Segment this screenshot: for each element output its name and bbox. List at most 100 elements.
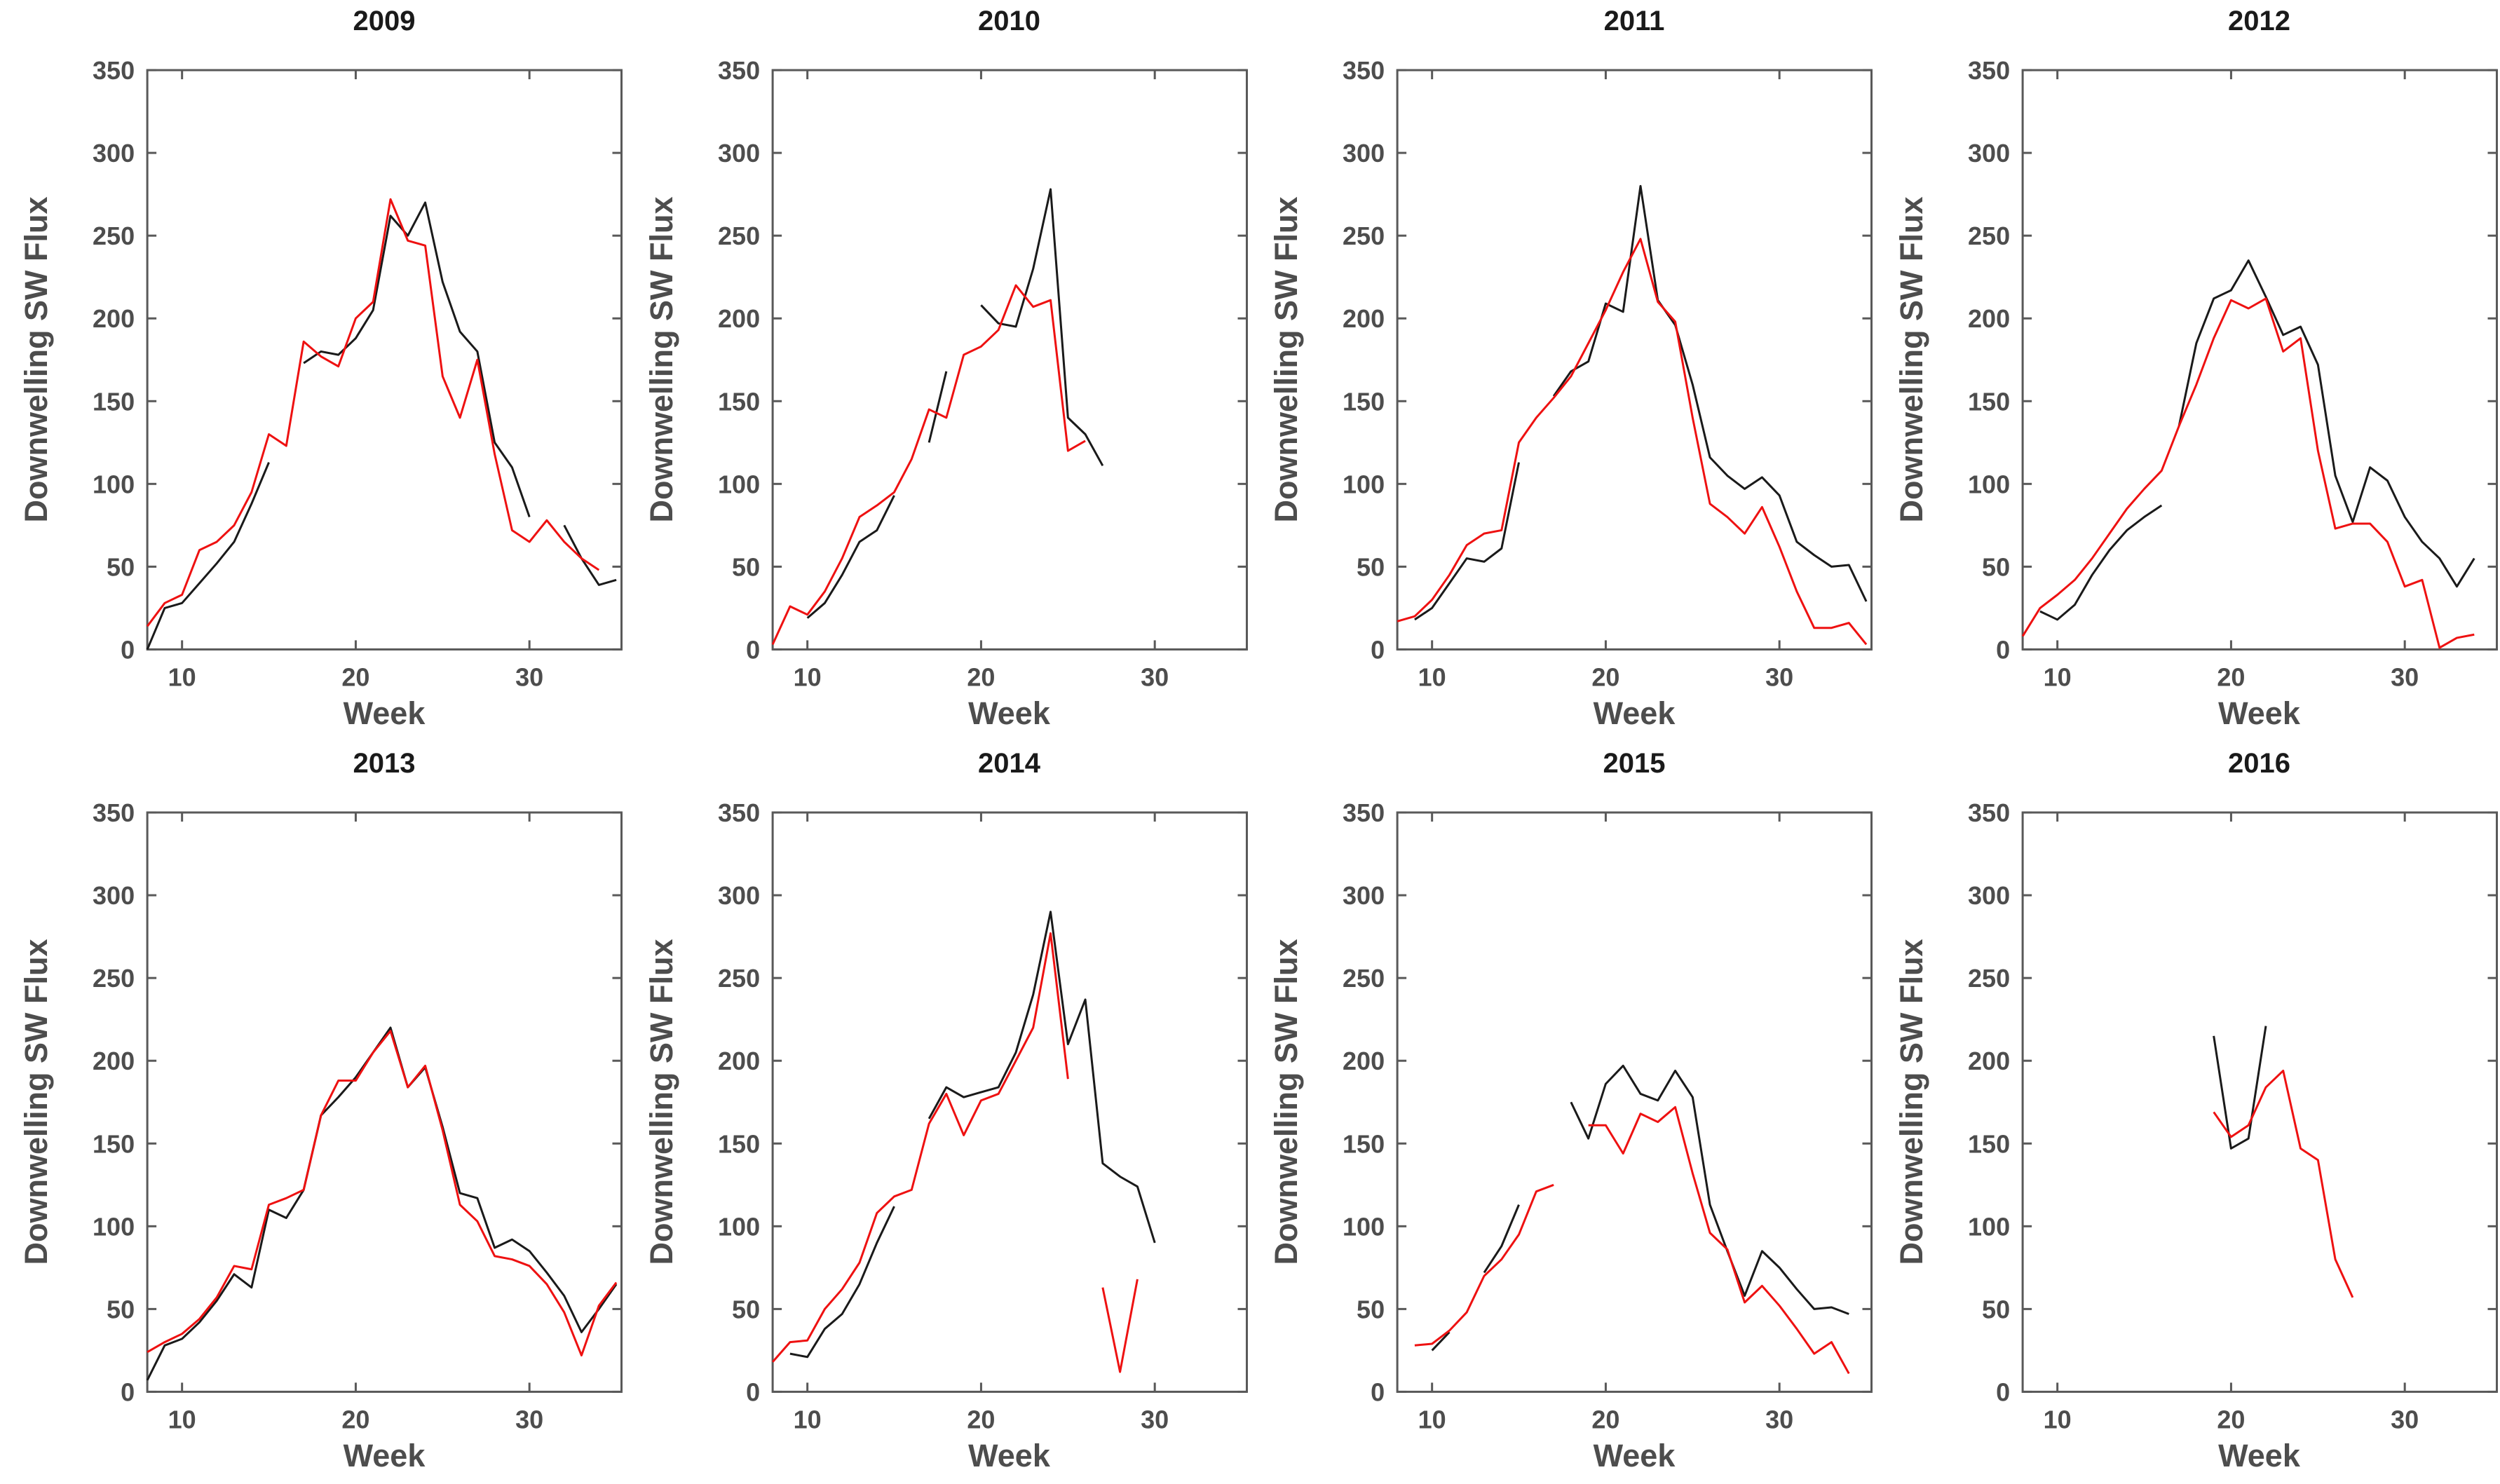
subplot-2009: 2009 Downwelling SW Flux 10 20 30 0 50 100 150… — [0, 0, 625, 742]
y-tick-label: 150 — [1343, 387, 1385, 416]
x-axis-label: Week — [2218, 695, 2300, 731]
x-tick-label: 10 — [1418, 1405, 1446, 1434]
y-tick-label: 250 — [93, 964, 135, 993]
x-tick-label: 20 — [967, 1405, 995, 1434]
chart-title: 2010 — [978, 6, 1040, 36]
axes-frame — [146, 69, 623, 651]
series-red-line — [146, 198, 600, 627]
y-tick-label: 350 — [718, 798, 760, 827]
y-tick-label: 350 — [1968, 798, 2010, 827]
x-tick-label: 10 — [168, 662, 196, 691]
series-black-line — [2039, 504, 2162, 621]
axes-frame — [771, 69, 1248, 651]
y-tick-label: 200 — [93, 304, 135, 333]
y-tick-label: 350 — [1968, 56, 2010, 85]
x-tick-label: 30 — [1765, 1405, 1793, 1434]
y-tick-label: 300 — [718, 139, 760, 168]
series-black-line — [563, 524, 617, 586]
y-tick-label: 250 — [1968, 964, 2010, 993]
axes-frame — [1396, 69, 1873, 651]
series-black-line — [789, 1205, 895, 1358]
y-tick-label: 150 — [718, 387, 760, 416]
x-tick-label: 10 — [1418, 662, 1446, 691]
y-tick-label: 150 — [1968, 1129, 2010, 1158]
y-tick-label: 0 — [1996, 635, 2010, 664]
series-black-line — [1552, 184, 1868, 602]
y-tick-label: 0 — [746, 635, 760, 664]
series-black-line — [1570, 1064, 1849, 1315]
x-tick-label: 20 — [2217, 662, 2245, 691]
y-tick-label: 0 — [1996, 1377, 2010, 1406]
chart-title: 2016 — [2228, 747, 2290, 779]
series-red-line — [1101, 1279, 1139, 1373]
y-tick-label: 50 — [107, 1295, 135, 1323]
axes-frame — [2021, 69, 2498, 651]
chart-title: 2015 — [1603, 747, 1666, 779]
y-tick-label: 250 — [1343, 964, 1385, 993]
y-tick-label: 300 — [93, 139, 135, 168]
chart-title: 2014 — [978, 747, 1040, 779]
y-tick-label: 300 — [1968, 139, 2010, 168]
y-tick-label: 100 — [1968, 470, 2010, 498]
series-black-line — [928, 910, 1156, 1243]
y-tick-label: 150 — [1343, 1129, 1385, 1158]
y-tick-label: 100 — [93, 1212, 135, 1241]
x-tick-label: 10 — [793, 662, 821, 691]
y-tick-label: 200 — [718, 1047, 760, 1075]
y-tick-label: 200 — [93, 1047, 135, 1075]
y-tick-label: 0 — [121, 1377, 135, 1406]
series-red-line — [2021, 297, 2475, 649]
subplot-2015: 2015 Downwelling SW Flux 10 20 30 0 50 100 150… — [1250, 742, 1875, 1484]
y-tick-label: 50 — [107, 552, 135, 581]
axes-frame — [1396, 811, 1873, 1393]
y-tick-label: 300 — [1343, 881, 1385, 910]
y-tick-label: 350 — [1343, 798, 1385, 827]
x-axis-label: Week — [343, 695, 426, 731]
axes-frame — [771, 811, 1248, 1393]
axes-frame — [146, 811, 623, 1393]
y-tick-label: 150 — [93, 1129, 135, 1158]
y-tick-label: 50 — [1982, 1295, 2010, 1323]
y-tick-label: 350 — [718, 56, 760, 85]
x-tick-label: 10 — [793, 1405, 821, 1434]
x-tick-label: 20 — [341, 662, 369, 691]
y-tick-label: 50 — [1357, 1295, 1385, 1323]
series-red-line — [771, 284, 1086, 645]
x-tick-label: 30 — [1141, 1405, 1169, 1434]
y-tick-label: 350 — [93, 56, 135, 85]
y-tick-label: 0 — [1371, 1377, 1385, 1406]
y-tick-label: 150 — [93, 387, 135, 416]
y-tick-label: 100 — [718, 1212, 760, 1241]
subplot-2011: 2011 Downwelling SW Flux 10 20 30 0 50 100 150… — [1250, 0, 1875, 742]
series-black-line — [1414, 462, 1520, 621]
y-tick-label: 250 — [1343, 222, 1385, 250]
y-tick-label: 100 — [1968, 1212, 2010, 1241]
y-tick-label: 200 — [1968, 304, 2010, 333]
x-tick-label: 20 — [1591, 662, 1619, 691]
y-tick-label: 50 — [1357, 552, 1385, 581]
y-tick-label: 200 — [1968, 1047, 2010, 1075]
subplot-2010: 2010 Downwelling SW Flux 10 20 30 0 50 100 150… — [625, 0, 1251, 742]
y-tick-label: 150 — [718, 1129, 760, 1158]
y-tick-label: 250 — [718, 964, 760, 993]
series-red-line — [2212, 1069, 2353, 1298]
x-tick-label: 20 — [341, 1405, 369, 1434]
subplot-2013: 2013 Downwelling SW Flux 10 20 30 0 50 100 150… — [0, 742, 625, 1484]
y-tick-label: 300 — [1968, 881, 2010, 910]
y-tick-label: 100 — [1343, 470, 1385, 498]
x-axis-label: Week — [1593, 695, 1676, 731]
series-black-line — [806, 495, 895, 619]
series-black-line — [1483, 1204, 1520, 1273]
x-tick-label: 30 — [515, 662, 543, 691]
x-axis-label: Week — [2218, 1437, 2300, 1473]
series-red-line — [771, 932, 1069, 1363]
x-axis-label: Week — [968, 1437, 1050, 1473]
series-red-line — [1397, 238, 1868, 646]
series-red-line — [1414, 1183, 1554, 1347]
